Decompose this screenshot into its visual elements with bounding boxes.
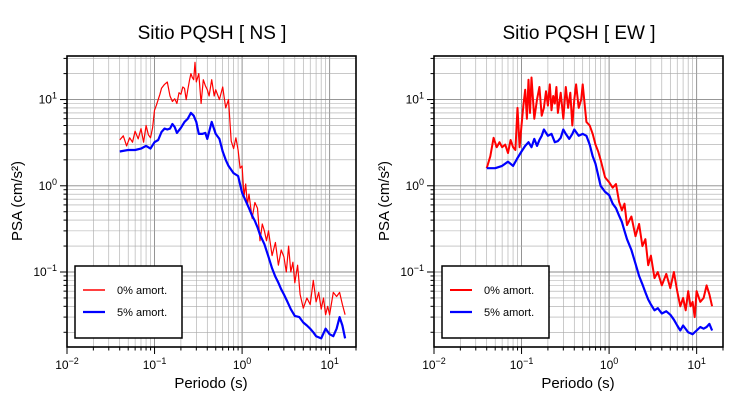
axis-ticks: 10−2 10−1 100 101 10−1 100 101 xyxy=(400,57,724,372)
series-line-0 xyxy=(119,61,346,316)
y-axis-label: PSA (cm/s²) xyxy=(9,161,26,241)
x-axis-label: Periodo (s) xyxy=(174,375,247,392)
y-tick-label: 10−1 xyxy=(400,263,424,279)
data-series xyxy=(119,61,347,340)
legend-label-1: 5% amort. xyxy=(117,307,167,319)
series-line-0 xyxy=(485,76,714,319)
chart-title: Sitio PQSH [ NS ] xyxy=(138,23,287,44)
x-axis-label: Periodo (s) xyxy=(541,375,614,392)
y-tick-label: 101 xyxy=(406,91,424,107)
series-line-1 xyxy=(486,128,714,336)
legend-label-1: 5% amort. xyxy=(484,307,534,319)
legend-frame xyxy=(74,265,183,339)
chart-panel-ns: Sitio PQSH [ NS ] 0% amort. 5% amort. 10… xyxy=(9,23,357,392)
legend-label-0: 0% amort. xyxy=(484,285,534,297)
x-tick-label: 10−2 xyxy=(422,356,446,372)
chart-panel-ew: Sitio PQSH [ EW ] 0% amort. 5% amort. 10… xyxy=(376,23,724,392)
x-tick-label: 101 xyxy=(320,356,338,372)
legend-label-0: 0% amort. xyxy=(117,285,167,297)
legend-frame xyxy=(441,265,550,339)
chart-title: Sitio PQSH [ EW ] xyxy=(502,23,655,44)
plot-frame xyxy=(433,55,724,348)
grid-lines xyxy=(66,56,357,347)
data-series xyxy=(485,76,714,336)
x-tick-label: 101 xyxy=(687,356,705,372)
y-tick-label: 100 xyxy=(406,177,424,193)
x-tick-label: 100 xyxy=(233,356,251,372)
y-tick-label: 10−1 xyxy=(33,263,57,279)
x-tick-label: 10−1 xyxy=(510,356,534,372)
x-tick-label: 100 xyxy=(600,356,618,372)
series-line-1 xyxy=(119,111,347,340)
y-tick-label: 101 xyxy=(39,91,57,107)
plot-frame xyxy=(66,55,357,348)
x-tick-label: 10−2 xyxy=(55,356,79,372)
y-tick-label: 100 xyxy=(39,177,57,193)
y-axis-label: PSA (cm/s²) xyxy=(376,161,393,241)
legend-box: 0% amort. 5% amort. xyxy=(74,265,183,339)
legend-box: 0% amort. 5% amort. xyxy=(441,265,550,339)
x-tick-label: 10−1 xyxy=(143,356,167,372)
